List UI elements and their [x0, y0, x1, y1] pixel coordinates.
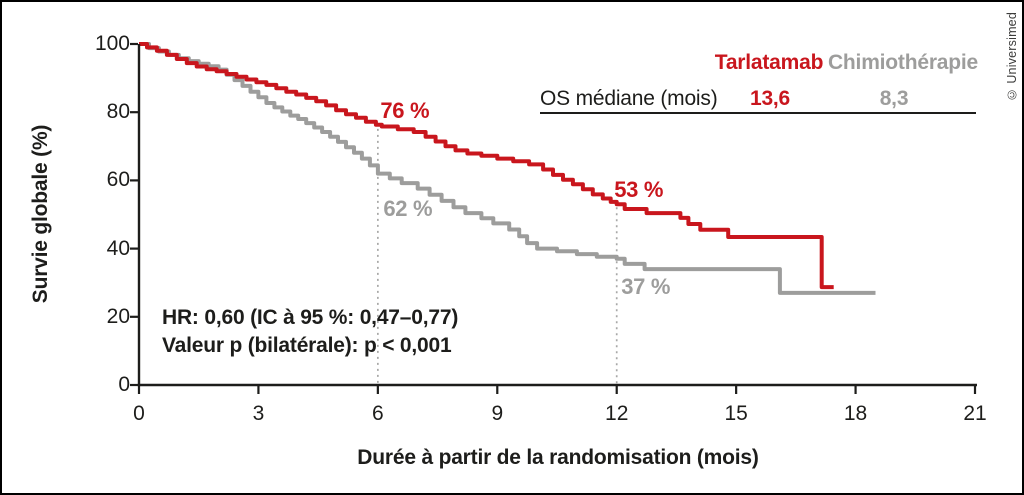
y-tick-label: 100 [94, 32, 130, 55]
copyright-credit: © Universimed [1005, 12, 1019, 102]
hazard-ratio-text: HR: 0,60 (IC à 95 %: 0,47–0,77) [162, 306, 459, 329]
survival-rate-label-6mo: 62 % [383, 195, 433, 221]
y-tick-label: 0 [118, 373, 130, 396]
x-tick-label: 9 [491, 402, 504, 425]
legend-underline [540, 112, 976, 114]
tarlatamab-curve [139, 42, 834, 290]
x-tick-label: 21 [963, 402, 987, 425]
p-value-text: Valeur p (bilatérale): p < 0,001 [162, 334, 452, 357]
x-tick-label: 15 [724, 402, 748, 425]
survival-rate-label-12mo: 37 % [621, 273, 671, 299]
survival-rate-label-6mo: 76 % [380, 97, 430, 123]
legend-header-tarlatamab: Tarlatamab [714, 51, 824, 74]
x-tick-label: 12 [605, 402, 629, 425]
legend-row-label: OS médiane (mois) [540, 87, 718, 110]
x-tick-label: 6 [372, 402, 384, 425]
stats-block: HR: 0,60 (IC à 95 %: 0,47–0,77) Valeur p… [162, 304, 458, 360]
legend-header-chimiotherapie: Chimiothérapie [827, 51, 979, 74]
legend-median-chimiotherapie: 8,3 [879, 87, 909, 110]
y-tick-label: 80 [106, 100, 130, 124]
legend-median-tarlatamab: 13,6 [749, 87, 791, 110]
y-axis-title: Survie globale (%) [29, 124, 52, 304]
x-tick-label: 3 [252, 402, 265, 425]
x-tick-label: 18 [843, 402, 868, 425]
y-tick-label: 40 [106, 236, 130, 260]
y-tick-label: 60 [106, 168, 130, 192]
survival-rate-label-12mo: 53 % [614, 177, 664, 203]
x-tick-label: 0 [133, 402, 145, 425]
y-tick-label: 20 [106, 304, 130, 328]
x-axis-title: Durée à partir de la randomisation (mois… [357, 446, 759, 469]
